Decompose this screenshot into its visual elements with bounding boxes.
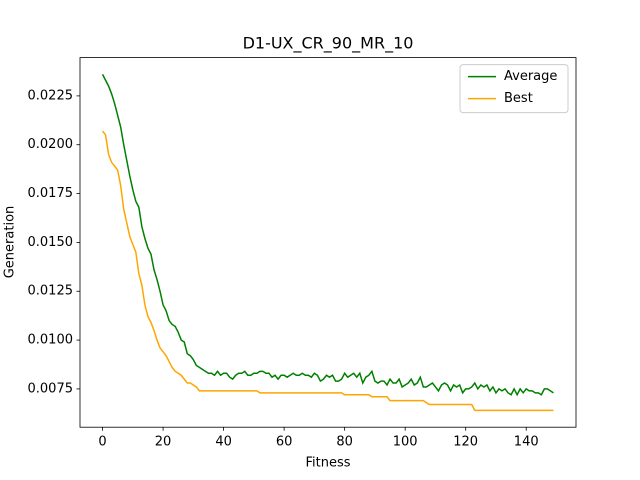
x-tick-label: 140 — [514, 435, 539, 450]
y-tick-label: 0.0200 — [28, 137, 74, 152]
y-tick-label: 0.0175 — [28, 186, 74, 201]
x-tick-label: 100 — [393, 435, 418, 450]
line-series — [101, 130, 554, 412]
x-axis-label: Fitness — [305, 456, 350, 471]
y-tick-label: 0.0100 — [28, 333, 74, 348]
y-tick-label: 0.0075 — [28, 381, 74, 396]
x-tick-label: 20 — [155, 435, 172, 450]
y-tick-label: 0.0150 — [28, 235, 74, 250]
y-axis-label: Generation — [3, 206, 18, 279]
line-series — [101, 74, 554, 397]
x-tick-label: 0 — [98, 435, 106, 450]
y-tick-label: 0.0225 — [28, 88, 74, 103]
x-tick-label: 80 — [336, 435, 353, 450]
legend-label: Average — [504, 69, 557, 84]
legend-label: Best — [504, 91, 533, 106]
x-tick-label: 120 — [453, 435, 478, 450]
x-tick-label: 60 — [276, 435, 293, 450]
y-tick-label: 0.0125 — [28, 284, 74, 299]
x-tick-label: 40 — [215, 435, 232, 450]
plot-frame — [79, 57, 577, 428]
chart-title: D1-UX_CR_90_MR_10 — [243, 34, 414, 54]
